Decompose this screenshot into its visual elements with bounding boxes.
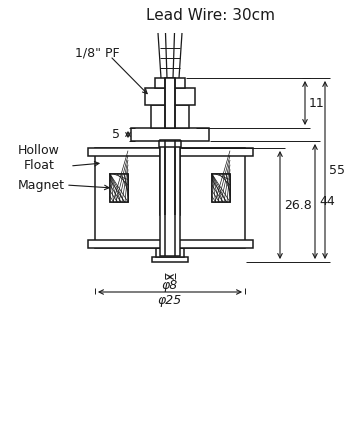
Bar bbox=[110, 174, 128, 202]
Text: 26.8: 26.8 bbox=[284, 198, 312, 212]
Bar bbox=[155, 78, 185, 88]
Text: 11: 11 bbox=[309, 96, 325, 110]
Bar bbox=[159, 141, 181, 147]
Text: Lead Wire: 30cm: Lead Wire: 30cm bbox=[146, 8, 274, 23]
Text: 1/8" PF: 1/8" PF bbox=[75, 47, 120, 60]
Bar bbox=[110, 174, 128, 202]
Text: φ8: φ8 bbox=[162, 279, 178, 292]
Text: Hollow
Float: Hollow Float bbox=[18, 144, 60, 172]
Bar bbox=[156, 248, 184, 257]
Bar bbox=[152, 257, 188, 262]
Bar bbox=[212, 174, 230, 202]
Bar bbox=[95, 148, 245, 248]
Bar bbox=[160, 140, 180, 256]
Text: 5: 5 bbox=[112, 128, 120, 141]
Bar bbox=[88, 148, 253, 156]
Bar bbox=[165, 78, 175, 128]
Text: 44: 44 bbox=[319, 195, 335, 208]
Bar bbox=[145, 88, 195, 105]
Bar bbox=[160, 147, 180, 215]
Bar bbox=[151, 105, 189, 128]
Bar bbox=[212, 174, 230, 202]
Text: 55: 55 bbox=[329, 164, 345, 176]
Text: φ25: φ25 bbox=[158, 294, 182, 307]
Text: Magnet: Magnet bbox=[18, 179, 65, 192]
Bar bbox=[131, 128, 209, 141]
Bar bbox=[88, 240, 253, 248]
